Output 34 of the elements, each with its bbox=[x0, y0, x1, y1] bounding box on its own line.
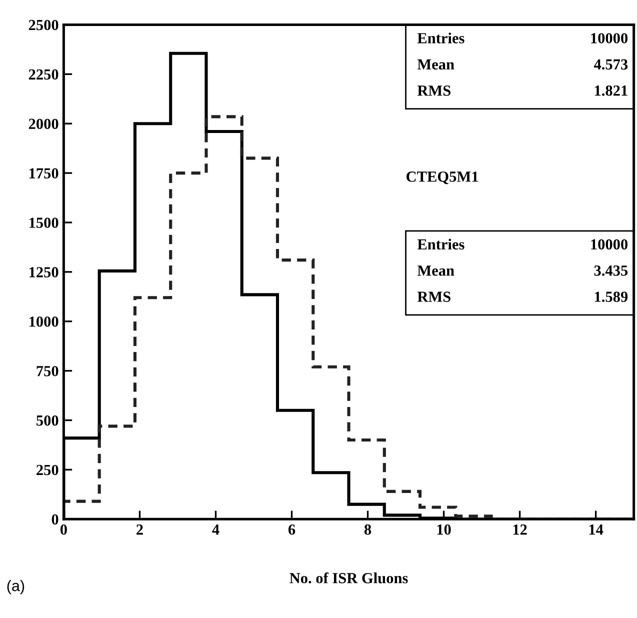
y-tick-label: 2250 bbox=[28, 69, 58, 80]
y-tick-label: 2000 bbox=[28, 118, 58, 130]
annotation: Mean bbox=[417, 266, 454, 276]
annotation: 10000 bbox=[591, 33, 628, 44]
annotation: RMS bbox=[417, 86, 450, 96]
y-tick-label: 1250 bbox=[30, 267, 58, 278]
annotation: CTEQ5M1 bbox=[406, 172, 478, 184]
annotation: 3.435 bbox=[594, 265, 628, 276]
x-axis-title: No. of ISR Gluons bbox=[290, 572, 408, 584]
annotation: Entries bbox=[417, 238, 464, 250]
x-tick-label: 6 bbox=[288, 524, 296, 535]
x-tick-label: 0 bbox=[60, 524, 67, 535]
x-tick-label: 2 bbox=[136, 524, 143, 535]
x-tick-label: 8 bbox=[364, 524, 372, 535]
annotation: 1.589 bbox=[594, 292, 628, 302]
y-tick-label: 0 bbox=[52, 514, 58, 525]
y-tick-label: 2500 bbox=[28, 20, 58, 30]
x-tick-label: 12 bbox=[513, 524, 527, 535]
x-tick-label: 4 bbox=[212, 524, 220, 535]
annotation: Entries bbox=[417, 32, 464, 44]
y-tick-label: 1000 bbox=[30, 316, 58, 327]
y-tick-label: 250 bbox=[36, 464, 58, 476]
y-tick-label: 500 bbox=[36, 415, 58, 426]
y-tick-label: 750 bbox=[36, 366, 58, 376]
annotation: 1.821 bbox=[594, 85, 628, 96]
y-tick-label: 1750 bbox=[30, 168, 58, 178]
text: (a) bbox=[7, 580, 24, 594]
annotation: Mean bbox=[417, 59, 454, 70]
y-tick-label: 1500 bbox=[30, 218, 58, 228]
annotation: 4.573 bbox=[594, 59, 628, 70]
annotation: 10000 bbox=[591, 239, 628, 250]
x-tick-label: 10 bbox=[437, 524, 451, 535]
x-tick-label: 14 bbox=[589, 524, 604, 535]
annotation: RMS bbox=[417, 292, 450, 302]
